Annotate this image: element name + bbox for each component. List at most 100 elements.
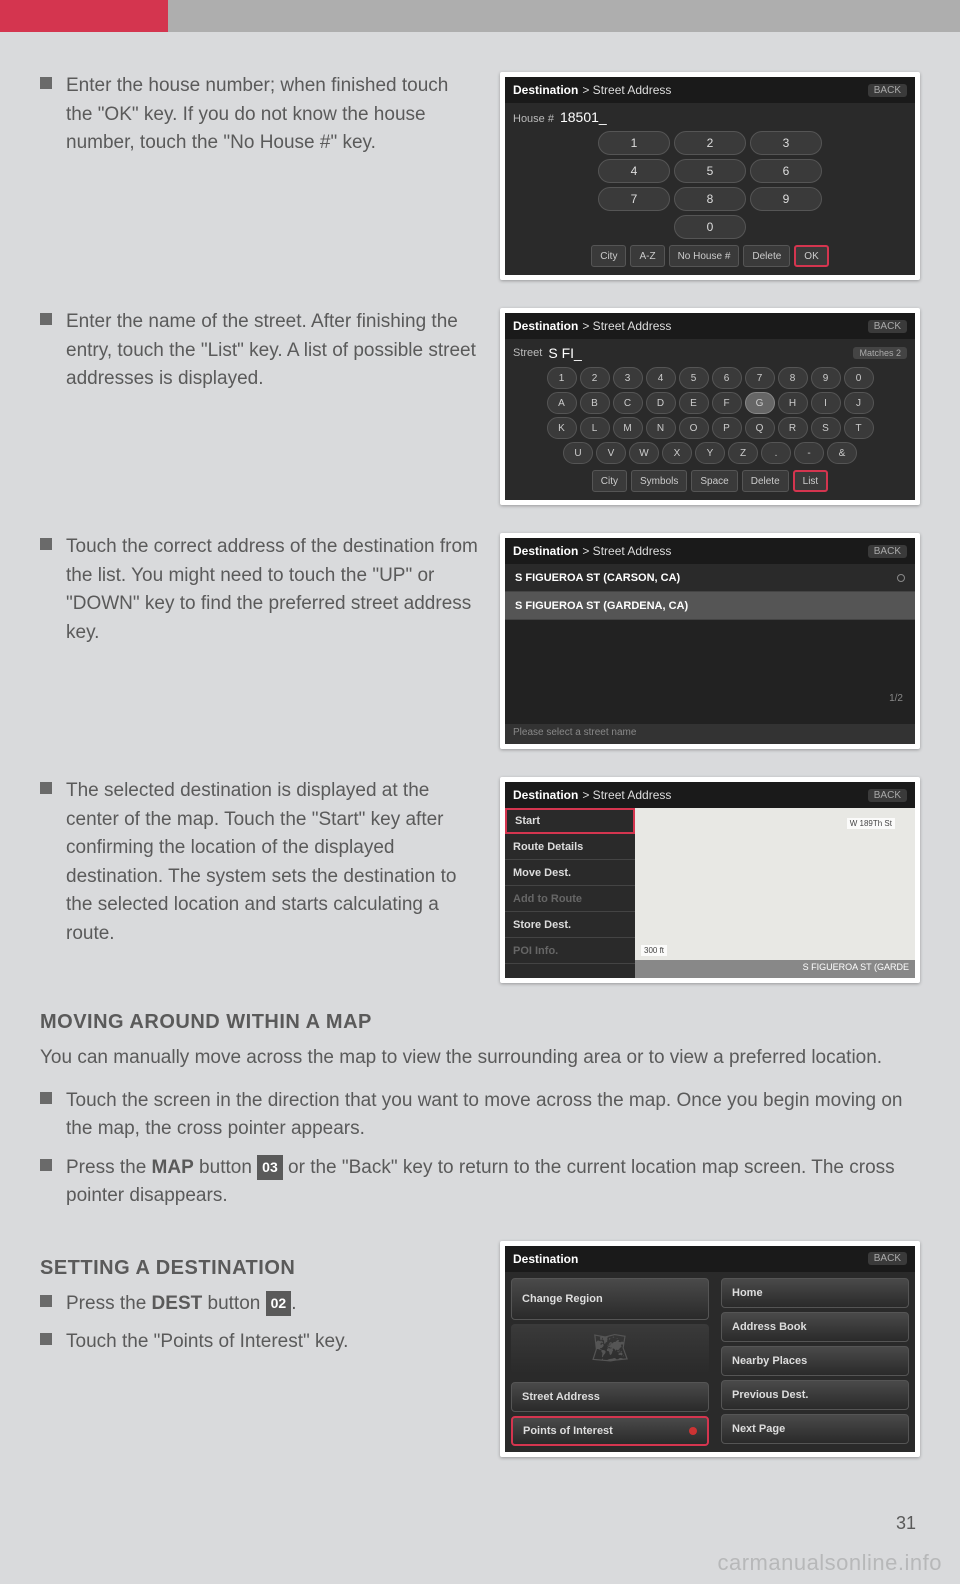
key-F[interactable]: F [712,392,742,414]
key-Y[interactable]: Y [695,442,725,464]
key-9[interactable]: 9 [811,367,841,389]
bullet-icon [40,1159,52,1171]
key-Q[interactable]: Q [745,417,775,439]
city-button[interactable]: City [592,470,627,492]
previous-dest-button[interactable]: Previous Dest. [721,1380,909,1410]
key-N[interactable]: N [646,417,676,439]
key-M[interactable]: M [613,417,643,439]
key-H[interactable]: H [778,392,808,414]
key-R[interactable]: R [778,417,808,439]
key-Z[interactable]: Z [728,442,758,464]
radio-icon [897,574,905,582]
key-4[interactable]: 4 [646,367,676,389]
symbols-button[interactable]: Symbols [631,470,687,492]
space-button[interactable]: Space [691,470,737,492]
map-word: MAP [152,1157,194,1178]
map-view[interactable]: W 189Th St 300 ft S FIGUEROA ST (GARDE [635,808,915,978]
key-K[interactable]: K [547,417,577,439]
back-button[interactable]: BACK [868,789,907,802]
bullet-icon [40,1333,52,1345]
key-0[interactable]: 0 [844,367,874,389]
key-5[interactable]: 5 [679,367,709,389]
key-7[interactable]: 7 [598,187,670,211]
list-item[interactable]: S FIGUEROA ST (GARDENA, CA) [505,592,915,620]
breadcrumb-sub: > Street Address [582,83,671,97]
back-button[interactable]: BACK [868,545,907,558]
key-.[interactable]: . [761,442,791,464]
key-&[interactable]: & [827,442,857,464]
key-0[interactable]: 0 [674,215,746,239]
key-J[interactable]: J [844,392,874,414]
key-5[interactable]: 5 [674,159,746,183]
move-dest-button[interactable]: Move Dest. [505,860,635,886]
moving-heading: MOVING AROUND WITHIN A MAP [40,1011,920,1034]
key-E[interactable]: E [679,392,709,414]
store-dest-button[interactable]: Store Dest. [505,912,635,938]
key-P[interactable]: P [712,417,742,439]
key-2[interactable]: 2 [674,131,746,155]
key-3[interactable]: 3 [613,367,643,389]
key-2[interactable]: 2 [580,367,610,389]
list-button[interactable]: List [793,470,829,492]
step-3-row: Touch the correct address of the destina… [40,533,920,749]
poi-info-button[interactable]: POI Info. [505,938,635,964]
key-D[interactable]: D [646,392,676,414]
change-region-button[interactable]: Change Region [511,1278,709,1320]
key-1[interactable]: 1 [547,367,577,389]
street-address-button[interactable]: Street Address [511,1382,709,1412]
top-bar [0,0,960,32]
delete-button[interactable]: Delete [742,470,789,492]
t: Press the [66,1157,152,1178]
az-button[interactable]: A-Z [630,245,664,267]
key-3[interactable]: 3 [750,131,822,155]
nearby-button[interactable]: Nearby Places [721,1346,909,1376]
list-item[interactable]: S FIGUEROA ST (CARSON, CA) [505,564,915,592]
key-8[interactable]: 8 [674,187,746,211]
key-6[interactable]: 6 [712,367,742,389]
address-book-button[interactable]: Address Book [721,1312,909,1342]
key-T[interactable]: T [844,417,874,439]
key-G[interactable]: G [745,392,775,414]
key-1[interactable]: 1 [598,131,670,155]
poi-button[interactable]: Points of Interest [511,1416,709,1446]
key-W[interactable]: W [629,442,659,464]
route-details-button[interactable]: Route Details [505,834,635,860]
list-label: S FIGUEROA ST (CARSON, CA) [515,572,680,584]
key-4[interactable]: 4 [598,159,670,183]
key-8[interactable]: 8 [778,367,808,389]
key-6[interactable]: 6 [750,159,822,183]
moving-b2: Press the MAP button 03 or the "Back" ke… [66,1154,920,1211]
key-V[interactable]: V [596,442,626,464]
city-button[interactable]: City [591,245,626,267]
key-S[interactable]: S [811,417,841,439]
setting-heading: SETTING A DESTINATION [40,1257,480,1280]
key-O[interactable]: O [679,417,709,439]
field-value: 18501_ [560,109,607,125]
map-footer: S FIGUEROA ST (GARDE [635,960,915,978]
key-I[interactable]: I [811,392,841,414]
next-page-button[interactable]: Next Page [721,1414,909,1444]
back-button[interactable]: BACK [868,84,907,97]
delete-button[interactable]: Delete [743,245,790,267]
start-button[interactable]: Start [505,808,635,834]
key-U[interactable]: U [563,442,593,464]
no-house-button[interactable]: No House # [669,245,740,267]
home-button[interactable]: Home [721,1278,909,1308]
key-C[interactable]: C [613,392,643,414]
key-X[interactable]: X [662,442,692,464]
bullet-icon [40,77,52,89]
key-A[interactable]: A [547,392,577,414]
side-menu: Start Route Details Move Dest. Add to Ro… [505,808,635,978]
key-L[interactable]: L [580,417,610,439]
key--[interactable]: - [794,442,824,464]
field-value: S FI_ [548,345,581,361]
key-9[interactable]: 9 [750,187,822,211]
bullet-icon [40,1092,52,1104]
add-route-button[interactable]: Add to Route [505,886,635,912]
key-B[interactable]: B [580,392,610,414]
back-button[interactable]: BACK [868,320,907,333]
key-7[interactable]: 7 [745,367,775,389]
ok-button[interactable]: OK [794,245,828,267]
alpha-keyboard: 1234567890 ABCDEFGHIJ KLMNOPQRST UVWXYZ.… [513,367,907,464]
back-button[interactable]: BACK [868,1252,907,1265]
